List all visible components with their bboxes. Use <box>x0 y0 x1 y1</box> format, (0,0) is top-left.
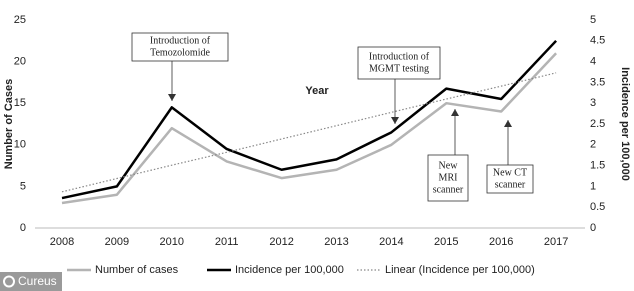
y2-tick-label: 0 <box>590 222 596 234</box>
y2-tick-label: 2.5 <box>590 118 605 130</box>
x-tick-label: 2012 <box>269 236 293 248</box>
series-line <box>61 52 558 205</box>
legend-label: Number of cases <box>95 264 179 276</box>
annotation-arrowhead <box>391 117 399 124</box>
x-axis-title: Year <box>305 85 329 97</box>
annotation-text: New <box>439 160 459 171</box>
annotation-text: scanner <box>433 184 464 195</box>
x-tick-label: 2010 <box>160 236 184 248</box>
annotation-text: Temozolomide <box>150 47 210 58</box>
series-line <box>61 72 557 193</box>
legend-label: Linear (Incidence per 100,000) <box>385 264 535 276</box>
x-tick-label: 2016 <box>489 236 513 248</box>
watermark-icon <box>3 275 15 288</box>
y2-tick-label: 1.5 <box>590 160 605 172</box>
y2-tick-label: 5 <box>590 14 596 26</box>
annotation-box <box>486 164 534 194</box>
watermark: Cureus <box>18 274 57 288</box>
x-tick-label: 2013 <box>324 236 348 248</box>
legend-label: Incidence per 100,000 <box>235 264 344 276</box>
x-tick-label: 2015 <box>434 236 458 248</box>
y-tick-label: 0 <box>20 222 26 234</box>
y-tick-label: 10 <box>14 139 26 151</box>
y2-axis-title: Incidence per 100,000 <box>619 67 631 181</box>
annotation-arrowhead <box>168 94 176 101</box>
annotation-box <box>427 154 469 202</box>
y-tick-label: 5 <box>20 180 26 192</box>
watermark-bg <box>0 272 62 291</box>
annotation-text: New CT <box>493 167 527 178</box>
annotation-box <box>357 46 441 80</box>
y-tick-label: 25 <box>14 14 26 26</box>
annotation-text: MGMT testing <box>369 63 429 74</box>
x-tick-label: 2011 <box>215 236 239 248</box>
y-tick-label: 15 <box>14 97 26 109</box>
y-axis-title: Number of Cases <box>3 79 15 169</box>
y2-tick-label: 3 <box>590 97 596 109</box>
y2-tick-label: 2 <box>590 139 596 151</box>
series-line <box>61 39 558 200</box>
annotation-box <box>131 32 229 62</box>
x-tick-label: 2014 <box>379 236 403 248</box>
y2-tick-label: 4.5 <box>590 35 605 47</box>
annotation-arrowhead <box>451 109 459 116</box>
x-tick-label: 2009 <box>105 236 129 248</box>
annotation-text: Introduction of <box>369 51 430 62</box>
y2-tick-label: 4 <box>590 56 596 68</box>
y2-tick-label: 1 <box>590 180 596 192</box>
x-tick-label: 2017 <box>544 236 568 248</box>
annotation-text: Introduction of <box>150 35 211 46</box>
y2-tick-label: 3.5 <box>590 76 605 88</box>
x-tick-label: 2008 <box>50 236 74 248</box>
annotation-text: MRI <box>439 172 458 183</box>
annotation-arrowhead <box>504 120 512 127</box>
y-tick-label: 20 <box>14 56 26 68</box>
y2-tick-label: 0.5 <box>590 201 605 213</box>
annotation-text: scanner <box>495 179 526 190</box>
